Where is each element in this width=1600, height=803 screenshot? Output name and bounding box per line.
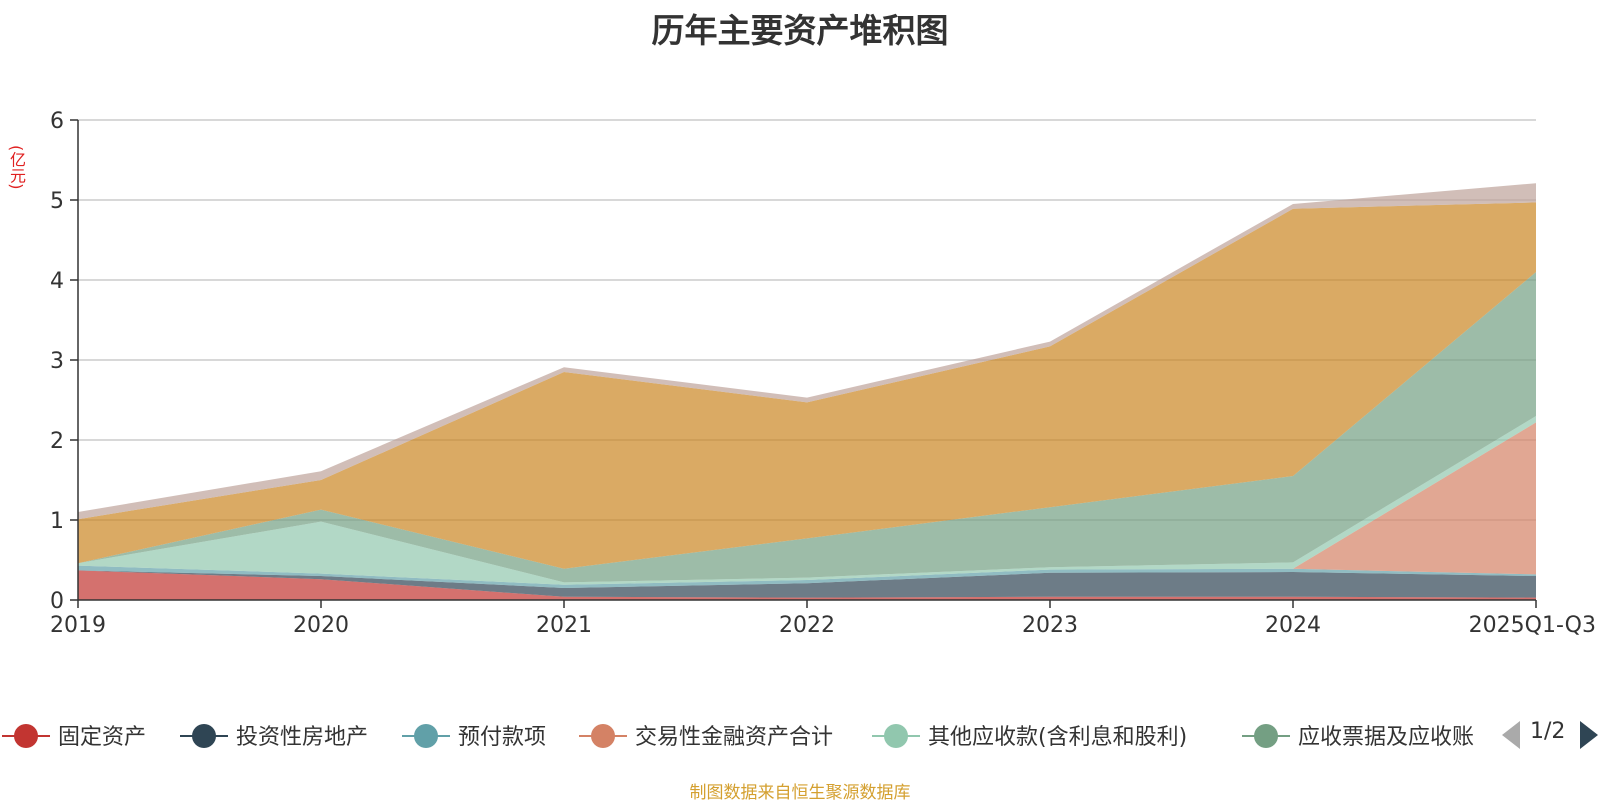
y-tick-label: 0: [50, 589, 64, 614]
legend-marker-icon: [400, 715, 452, 755]
legend-item[interactable]: 其他应收款(含利息和股利): [870, 715, 1187, 755]
legend-item[interactable]: 固定资产: [0, 715, 146, 755]
legend-prev-page-icon[interactable]: [1502, 721, 1520, 749]
x-tick-label: 2021: [536, 613, 592, 638]
legend-item[interactable]: 投资性房地产: [178, 715, 368, 755]
legend-label: 应收票据及应收账: [1298, 725, 1475, 750]
area-series-4[interactable]: [78, 416, 1536, 585]
stacked-area-chart: 0 1 2 3 4 5 6 2019 2020 2021 2022 2023 2024 2025Q1-Q3: [50, 109, 1596, 638]
legend-next-page-icon[interactable]: [1580, 721, 1598, 749]
y-tick-label: 5: [50, 189, 64, 214]
legend-label: 固定资产: [58, 725, 147, 750]
legend-item[interactable]: 交易性金融资产合计: [577, 715, 833, 755]
x-tick-label: 2024: [1265, 613, 1321, 638]
data-source-note: 制图数据来自恒生聚源数据库: [689, 783, 911, 803]
legend-pager: 1/2: [1500, 715, 1600, 755]
legend-item[interactable]: 应收票据及应收账: [1240, 715, 1474, 755]
area-series-2[interactable]: [78, 565, 1536, 588]
x-tick-label: 2022: [779, 613, 835, 638]
x-tick-label: 2025Q1-Q3: [1469, 613, 1596, 638]
y-axis-unit-label: (亿元): [7, 145, 26, 190]
x-tick-label: 2020: [293, 613, 349, 638]
area-series-3[interactable]: [78, 422, 1536, 585]
legend-label: 交易性金融资产合计: [635, 725, 834, 750]
x-tick-label: 2019: [50, 613, 106, 638]
y-tick-label: 4: [50, 269, 64, 294]
legend-item[interactable]: 预付款项: [400, 715, 546, 755]
legend: 固定资产 投资性房地产 预付款项 交易性金融资产合计 其他应收款(含利息和股利) 应收票据…: [0, 715, 1600, 755]
y-tick-label: 2: [50, 429, 64, 454]
legend-page-indicator: 1/2: [1530, 719, 1566, 744]
area-series-group: [78, 183, 1536, 600]
axes: 0 1 2 3 4 5 6 2019 2020 2021 2022 2023 2024 2025Q1-Q3: [50, 109, 1596, 638]
area-series-0[interactable]: [78, 570, 1536, 600]
y-tick-label: 6: [50, 109, 64, 134]
legend-marker-icon: [0, 715, 52, 755]
y-tick-label: 3: [50, 349, 64, 374]
legend-marker-icon: [1240, 715, 1292, 755]
legend-label: 投资性房地产: [236, 725, 369, 750]
legend-marker-icon: [577, 715, 629, 755]
legend-marker-icon: [870, 715, 922, 755]
y-tick-label: 1: [50, 509, 64, 534]
x-tick-label: 2023: [1022, 613, 1078, 638]
area-series-5[interactable]: [78, 272, 1536, 583]
legend-marker-icon: [178, 715, 230, 755]
legend-label: 预付款项: [458, 725, 547, 750]
legend-label: 其他应收款(含利息和股利): [928, 725, 1188, 750]
chart-title: 历年主要资产堆积图: [651, 11, 949, 50]
area-series-6[interactable]: [78, 202, 1536, 569]
area-series-1[interactable]: [78, 570, 1536, 598]
